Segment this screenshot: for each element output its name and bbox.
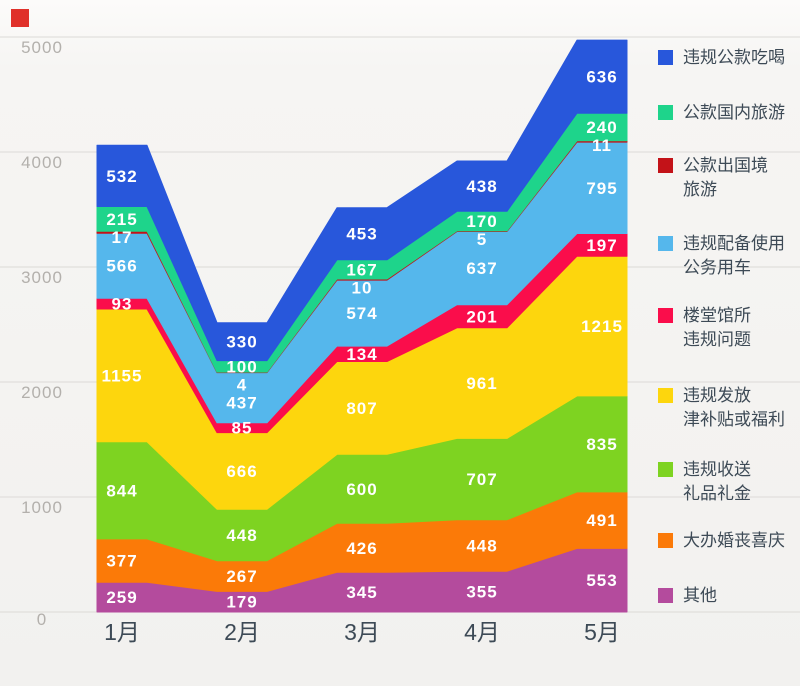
value-label: 170 [466,212,497,231]
legend-label: 违规配备使用 公务用车 [683,234,785,277]
value-label: 10 [352,278,373,297]
x-axis: 1月 2月 3月 4月 5月 [104,619,620,645]
x-axis-label: 2月 [224,619,260,645]
value-label: 179 [226,593,257,612]
x-axis-label: 1月 [104,619,140,645]
legend-item-违规发放津补贴或福利[interactable]: 违规发放 津补贴或福利 [658,384,785,432]
value-label: 438 [466,177,497,196]
legend-label: 公款国内旅游 [683,103,785,122]
value-label: 707 [466,470,497,489]
value-label: 134 [346,345,377,364]
value-label: 100 [226,357,257,376]
legend-item-违规配备使用公务用车[interactable]: 违规配备使用 公务用车 [658,232,785,280]
legend-item-公款出国境旅游[interactable]: 公款出国境 旅游 [658,154,768,202]
legend-item-违规收送礼品礼金[interactable]: 违规收送 礼品礼金 [658,458,751,506]
value-label: 240 [586,118,617,137]
x-axis-label: 5月 [584,619,620,645]
area-band-违规公款吃喝[interactable] [96,39,628,362]
value-label: 197 [586,236,617,255]
value-label: 85 [232,419,253,438]
value-label: 666 [226,462,257,481]
value-label: 600 [346,480,377,499]
legend-item-公款国内旅游[interactable]: 公款国内旅游 [658,101,785,125]
y-axis-label: 1000 [21,498,63,517]
legend-label: 其他 [683,586,717,605]
value-label: 267 [226,567,257,586]
value-label: 795 [586,179,617,198]
y-axis-label: 0 [37,610,47,629]
legend-item-楼堂馆所违规问题[interactable]: 楼堂馆所 违规问题 [658,304,751,352]
legend-swatch [658,105,673,120]
value-label: 377 [106,552,137,571]
value-label: 426 [346,539,377,558]
value-label: 491 [586,511,617,530]
value-label: 93 [112,295,133,314]
x-axis-label: 4月 [464,619,500,645]
value-label: 448 [226,526,257,545]
value-label: 574 [346,304,377,323]
value-label: 835 [586,435,617,454]
legend-label: 违规公款吃喝 [683,48,785,67]
y-axis-label: 3000 [21,268,63,287]
legend-label: 楼堂馆所 违规问题 [683,306,751,349]
value-label: 453 [346,225,377,244]
value-label: 201 [466,307,497,326]
legend-swatch [658,388,673,403]
x-axis-label: 3月 [344,619,380,645]
legend-swatch [658,50,673,65]
legend-label: 违规收送 礼品礼金 [683,460,751,503]
legend-label: 公款出国境 旅游 [683,156,768,199]
area-bands [96,39,628,613]
y-axis-label: 2000 [21,383,63,402]
legend-swatch [658,462,673,477]
y-axis-label: 4000 [21,153,63,172]
legend-label: 大办婚丧喜庆 [683,531,785,550]
value-label: 637 [466,259,497,278]
value-label: 355 [466,583,497,602]
legend-item-大办婚丧喜庆[interactable]: 大办婚丧喜庆 [658,529,785,553]
value-label: 961 [466,374,497,393]
value-label: 1215 [581,317,623,336]
legend-swatch [658,308,673,323]
legend-item-其他[interactable]: 其他 [658,584,717,608]
value-label: 330 [226,333,257,352]
y-axis-label: 5000 [21,38,63,57]
value-label: 532 [106,167,137,186]
value-label: 448 [466,536,497,555]
legend-swatch [658,533,673,548]
value-label: 4 [237,375,247,394]
legend-swatch [658,236,673,251]
value-label: 17 [112,228,133,247]
value-label: 215 [106,210,137,229]
value-label: 167 [346,260,377,279]
legend-item-违规公款吃喝[interactable]: 违规公款吃喝 [658,46,785,70]
value-label: 259 [106,588,137,607]
value-label: 5 [477,230,487,249]
value-label: 1155 [102,366,143,385]
value-label: 636 [586,68,617,87]
value-label: 11 [592,136,612,155]
value-label: 345 [346,583,377,602]
value-label: 844 [106,481,137,500]
value-label: 553 [586,571,617,590]
legend-swatch [658,588,673,603]
legend-swatch [658,158,673,173]
value-label: 807 [346,399,377,418]
red-square-marker [11,9,29,27]
value-label: 566 [106,257,137,276]
chart-legend: 违规公款吃喝 公款国内旅游公款出国境 旅游 违规配备使用 公务用车 楼堂馆所 违规问题 违规发… [658,0,800,686]
value-label: 437 [226,393,257,412]
legend-label: 违规发放 津补贴或福利 [683,386,785,429]
